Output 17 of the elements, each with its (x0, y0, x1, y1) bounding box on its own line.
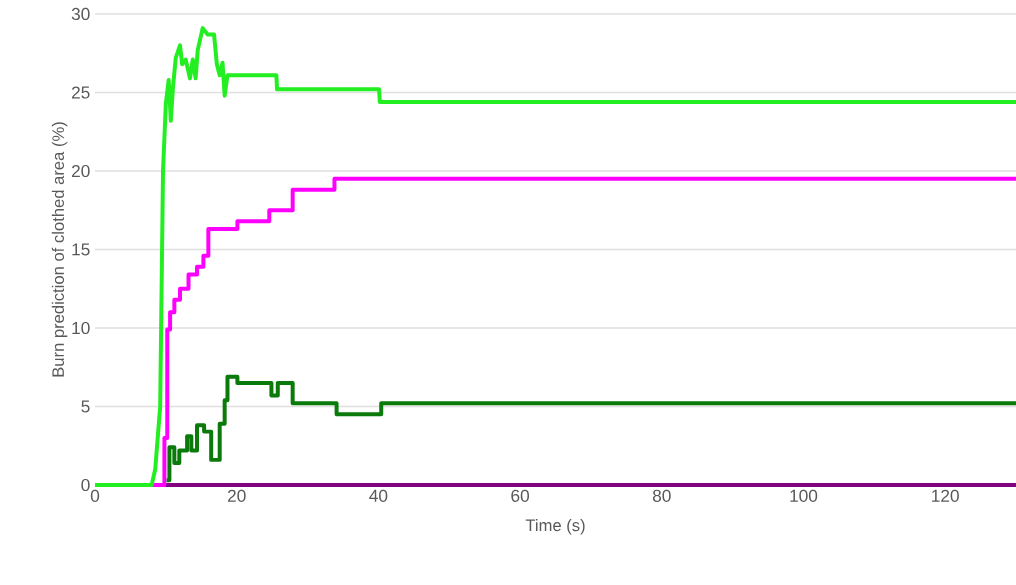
x-tick-label: 120 (932, 489, 959, 502)
y-tick-label: 10 (72, 321, 90, 335)
y-tick-label: 5 (81, 400, 90, 413)
x-tick-label: 20 (227, 489, 246, 502)
x-tick-label: 0 (90, 489, 100, 502)
x-axis-title: Time (s) (525, 519, 585, 535)
y-tick-label: 20 (71, 164, 90, 178)
x-tick-label: 100 (790, 489, 818, 502)
x-tick-label: 40 (369, 489, 388, 502)
x-tick-label: 60 (511, 489, 530, 502)
y-tick-label: 25 (71, 86, 90, 99)
x-tick-label: 80 (652, 489, 671, 502)
y-tick-label: 30 (71, 7, 90, 21)
y-tick-label: 15 (72, 243, 90, 256)
line-series (93, 26, 1016, 487)
y-axis-title: Burn prediction of clothed area (%) (51, 122, 68, 377)
y-tick-label: 0 (81, 478, 90, 492)
